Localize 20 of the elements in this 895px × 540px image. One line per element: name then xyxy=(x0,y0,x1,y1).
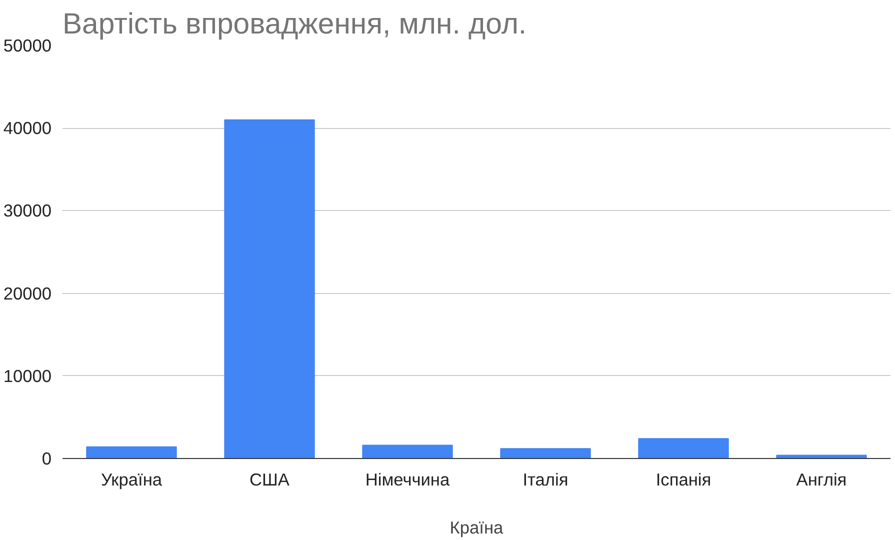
x-tick-label: США xyxy=(250,470,290,490)
bar xyxy=(776,454,867,458)
chart-title: Вартість впровадження, млн. дол. xyxy=(62,8,527,40)
y-tick-label: 50000 xyxy=(3,36,52,56)
x-tick-label: Іспанія xyxy=(656,470,712,490)
x-tick-label: Німеччина xyxy=(365,470,450,490)
bar xyxy=(224,119,315,458)
y-tick-label: 10000 xyxy=(3,366,52,386)
y-tick-label: 30000 xyxy=(3,200,52,221)
bar xyxy=(638,438,729,458)
x-tick-label: Англія xyxy=(796,470,847,490)
bar xyxy=(362,444,453,458)
y-tick-label: 0 xyxy=(42,448,52,468)
bar xyxy=(500,448,591,458)
x-tick-label: Італія xyxy=(522,470,568,490)
bar xyxy=(86,446,177,458)
y-tick-label: 40000 xyxy=(3,118,52,138)
y-tick-label: 20000 xyxy=(3,283,52,304)
x-axis-title: Країна xyxy=(450,518,504,538)
x-tick-label: Україна xyxy=(100,470,162,490)
